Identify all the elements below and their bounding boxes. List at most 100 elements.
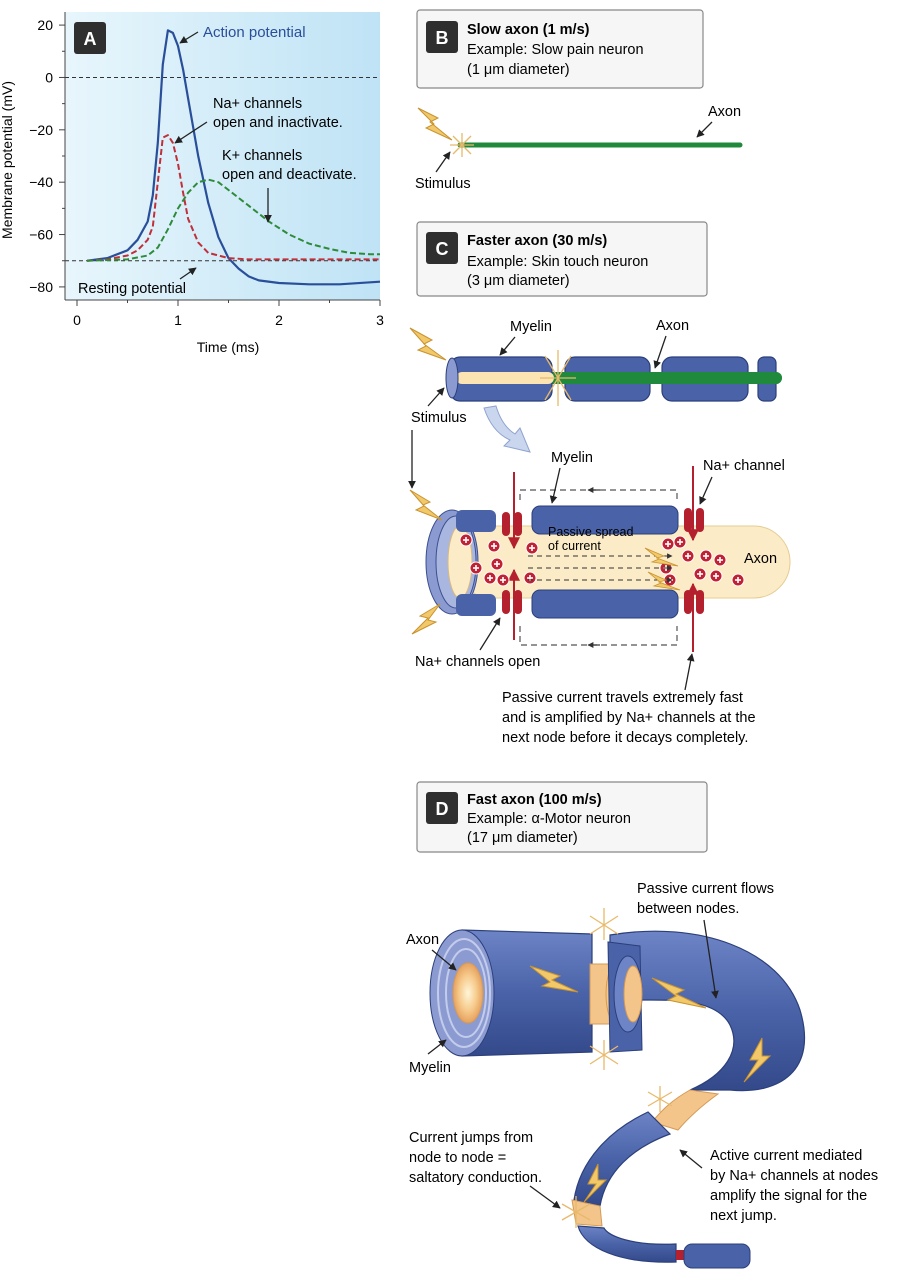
panel-b-title: Slow axon (1 m/s) [467,22,590,38]
zoom-myelin-label: Myelin [551,450,593,466]
plus-charge-icon [693,567,707,581]
myelin-arrow-c [499,336,516,356]
axon-label-b: Axon [708,104,741,120]
panel-c-diameter: (3 μm diameter) [467,273,570,289]
axon-arrow-b [696,121,713,138]
y-tick-label-2: −20 [29,122,53,138]
plus-charge-icon [490,557,504,571]
big-myelin-segment-4 [577,1225,677,1263]
panel-d-badge [426,792,458,824]
zoom-axon-label: Axon [744,551,777,567]
y-axis-label: Membrane potential (mV) [0,81,15,239]
spark-b [450,133,474,157]
panel-b-badge [426,21,458,53]
plus-charge-icon [681,549,695,563]
na-channels-right [684,508,704,614]
series-line-1 [87,134,380,262]
y-tick-label-3: −40 [29,174,53,190]
plus-charge-icon [731,573,745,587]
panel-d-letter: D [436,799,449,819]
active-current-label-4: next jump. [710,1208,777,1224]
plus-charge-icon [525,541,539,555]
caption-arrow-c [684,653,695,691]
k-channels-label-2: open and deactivate. [222,167,357,183]
plus-charge-icon [709,569,723,583]
myelin-ring-2 [445,948,487,1038]
myelin-arrow-d [427,1039,447,1055]
panel-b-example: Example: Slow pain neuron [467,42,644,58]
stimulus-arrow-c [427,387,445,407]
axon-end-cap [445,357,459,399]
panel-d-title: Fast axon (100 m/s) [467,792,602,808]
segment-2-core [623,965,643,1023]
plus-charge-icon [487,539,501,553]
lightning-bolt-icon [743,1037,772,1083]
panel-b: B Slow axon (1 m/s) Example: Slow pain n… [415,9,743,192]
panel-b-box [416,9,704,89]
caption-c-line2: and is amplified by Na+ channels at the [502,710,756,726]
panel-c-letter: C [436,239,449,259]
plus-charge-icon [496,573,510,587]
lightning-bolt-icon [644,547,679,567]
lightning-bolt-icon [411,603,441,635]
resting-potential-label: Resting potential [78,281,186,297]
panel-a-chart: 20 0 −20 −40 −60 −80 0 1 2 3 Membrane potential (… [0,12,384,355]
panel-a-badge [74,22,106,54]
active-current-label-2: by Na+ channels at nodes [710,1168,878,1184]
tick-layer: 20 0 −20 −40 −60 −80 0 1 2 3 [29,12,384,328]
zoom-myelin-bottom-left [456,594,496,616]
panel-c-box [416,221,708,297]
axon-label-d: Axon [406,932,439,948]
y-tick-label-0: 20 [37,17,53,33]
plus-charge-icon [469,561,483,575]
caption-c-line1: Passive current travels extremely fast [502,690,743,706]
panel-c-title: Faster axon (30 m/s) [467,233,607,249]
axon-arrow-c [653,335,667,369]
positive-charge-icons [459,533,745,587]
zoom-arrow-icon [483,405,531,453]
node-of-ranvier-4 [676,1250,684,1260]
saltatory-label-1: Current jumps from [409,1130,533,1146]
saltatory-arrow [529,1185,561,1209]
axon-label-c: Axon [656,318,689,334]
plus-charge-icon [713,553,727,567]
plus-charge-icon [523,571,537,585]
passive-loop-top [519,489,678,500]
y-tick-label-4: −60 [29,227,53,243]
passive-flow-label-2: between nodes. [637,901,739,917]
spark-d [561,908,673,1228]
plus-charge-icon [661,537,675,551]
myelin-label-d: Myelin [409,1060,451,1076]
passive-spread-label-1: Passive spread [548,525,634,539]
panel-d-box [416,781,708,853]
zoom-myelin-top [531,505,679,535]
zoom-myelin-top-left [456,510,496,532]
lightning-bolt-icon [417,107,453,141]
x-tick-label-2: 2 [275,312,283,328]
panel-b-diameter: (1 μm diameter) [467,62,570,78]
na-channel-arrow [699,476,713,505]
passive-flow-arrow [703,919,719,999]
lightning-bolt-icon [651,977,707,1009]
passive-flow-label-1: Passive current flows [637,881,774,897]
x-tick-label-3: 3 [376,312,384,328]
zoom-myelin-arrow [549,467,561,504]
action-potential-label: Action potential [203,24,306,41]
active-current-arrow [679,1149,703,1169]
panel-c-badge [426,232,458,264]
stimulus-label-b: Stimulus [415,176,471,192]
myelin-ring-1 [437,938,491,1048]
chart-layer [65,29,381,286]
plus-charge-icon [673,535,687,549]
node-of-ranvier-3 [571,1199,603,1227]
passive-spread-label-2: of current [548,539,601,553]
y-tick-label-5: −80 [29,279,53,295]
panel-c-example: Example: Skin touch neuron [467,254,648,270]
lightning-bolt-icon [529,965,579,993]
series-line-2 [87,178,380,262]
stimulus-arrow-b [435,151,451,173]
na-channels-label-1: Na+ channels [213,96,302,112]
panel-b-letter: B [436,28,449,48]
axon-arrow-d [431,949,457,971]
na-channels-open-label: Na+ channels open [415,654,540,670]
